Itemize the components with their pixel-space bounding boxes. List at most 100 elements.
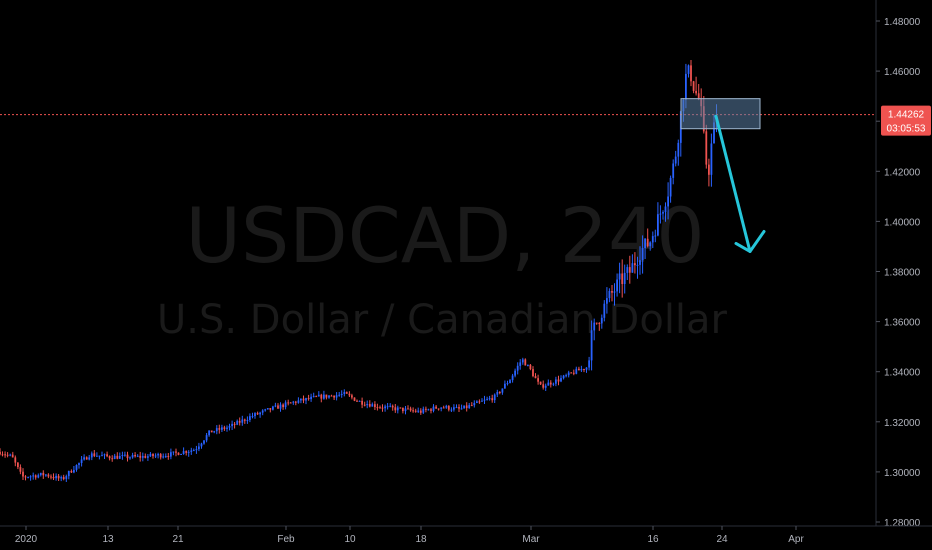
- candle-body-80: [203, 440, 205, 444]
- candle-body-279: [710, 143, 713, 175]
- candle-body-141: [358, 400, 361, 402]
- candle-body-198: [504, 383, 506, 389]
- candle-body-226: [575, 368, 578, 374]
- candle-body-256: [651, 236, 654, 243]
- candle-body-271: [690, 65, 692, 82]
- candle-body-24: [60, 477, 63, 479]
- candle-body-42: [106, 454, 108, 457]
- candle-body-220: [560, 378, 562, 382]
- candle-body-28: [70, 471, 73, 473]
- candle-body-19: [47, 474, 50, 477]
- candle-body-199: [506, 383, 509, 385]
- candle-body-215: [547, 382, 550, 386]
- candle-body-146: [371, 404, 374, 407]
- candle-body-159: [404, 408, 407, 412]
- candle-body-125: [317, 394, 320, 397]
- candle-body-166: [422, 408, 425, 413]
- candle-body-218: [555, 379, 557, 384]
- candle-body-263: [669, 177, 672, 197]
- candle-body-247: [628, 267, 631, 273]
- candle-body-133: [338, 394, 341, 396]
- candle-body-248: [631, 263, 634, 273]
- candle-body-58: [147, 456, 149, 458]
- down-arrow-drawing[interactable]: [714, 114, 766, 253]
- candle-body-176: [447, 405, 450, 410]
- candle-body-217: [552, 383, 555, 385]
- candle-body-186: [473, 403, 476, 406]
- candle-body-239: [608, 291, 611, 299]
- candle-body-160: [407, 408, 409, 410]
- y-tick-label: 1.30000: [884, 468, 921, 479]
- candle-body-37: [93, 453, 96, 457]
- candle-body-168: [427, 409, 430, 411]
- candle-body-174: [442, 407, 445, 409]
- x-tick-label: Feb: [277, 534, 295, 545]
- candle-body-34: [85, 457, 88, 460]
- candle-body-55: [139, 455, 142, 458]
- candle-body-75: [190, 450, 193, 452]
- candle-body-192: [488, 398, 491, 400]
- candle-body-50: [126, 454, 129, 459]
- candle-body-138: [351, 395, 353, 398]
- candle-body-105: [266, 408, 269, 410]
- candle-body-102: [259, 412, 261, 415]
- candle-body-223: [567, 372, 570, 376]
- candle-body-70: [177, 452, 180, 455]
- candle-body-0: [0, 451, 1, 455]
- candle-body-128: [325, 394, 328, 398]
- x-tick-label: Mar: [522, 534, 540, 545]
- candle-body-31: [78, 463, 80, 465]
- candle-body-1: [1, 454, 4, 456]
- y-tick-label: 1.36000: [884, 318, 921, 329]
- time-axis[interactable]: 2020 13 21 Feb 10 18 Mar 16 24 Apr: [0, 525, 932, 545]
- candle-body-81: [205, 435, 208, 441]
- x-tick-label: 16: [647, 534, 659, 545]
- candle-body-230: [585, 367, 588, 370]
- candle-body-187: [476, 401, 478, 403]
- candle-body-244: [621, 273, 624, 284]
- candle-body-98: [249, 416, 251, 420]
- candle-body-71: [180, 454, 182, 455]
- candle-body-181: [460, 408, 463, 410]
- candle-body-241: [613, 291, 616, 293]
- candle-body-43: [108, 456, 111, 459]
- candle-body-157: [399, 407, 402, 409]
- candle-body-93: [236, 420, 239, 425]
- candle-body-2: [4, 454, 6, 456]
- candle-body-94: [238, 420, 241, 423]
- candle-body-280: [713, 122, 715, 144]
- candle-body-88: [223, 427, 226, 429]
- candle-body-38: [96, 455, 98, 457]
- arrow-head: [734, 229, 766, 253]
- candle-body-87: [221, 427, 223, 430]
- supply-zone-rectangle[interactable]: [680, 98, 761, 130]
- x-tick-label: 18: [415, 534, 427, 545]
- price-tag-value: 1.44262: [888, 110, 925, 121]
- candle-body-22: [55, 475, 57, 479]
- candle-body-225: [572, 372, 575, 374]
- candle-body-196: [498, 392, 501, 393]
- candle-body-4: [9, 454, 12, 456]
- candle-body-185: [470, 405, 473, 407]
- candle-body-240: [611, 291, 613, 293]
- candle-body-180: [458, 407, 460, 409]
- candle-body-99: [251, 416, 254, 418]
- candle-body-193: [491, 398, 494, 401]
- candle-body-272: [692, 81, 695, 91]
- candle-body-151: [384, 406, 386, 409]
- x-tick-label: 21: [172, 534, 184, 545]
- candle-body-11: [27, 477, 29, 479]
- candle-body-145: [368, 404, 371, 407]
- candle-body-46: [116, 455, 119, 459]
- candle-body-44: [111, 458, 114, 460]
- candle-body-270: [687, 65, 690, 74]
- candle-body-137: [348, 393, 351, 396]
- candle-body-190: [483, 399, 486, 401]
- candle-body-259: [659, 213, 662, 215]
- y-tick-label: 1.28000: [884, 518, 921, 529]
- candle-body-167: [425, 408, 427, 410]
- candle-body-85: [215, 428, 218, 432]
- candle-body-111: [282, 404, 284, 408]
- y-tick-label: 1.38000: [884, 268, 921, 279]
